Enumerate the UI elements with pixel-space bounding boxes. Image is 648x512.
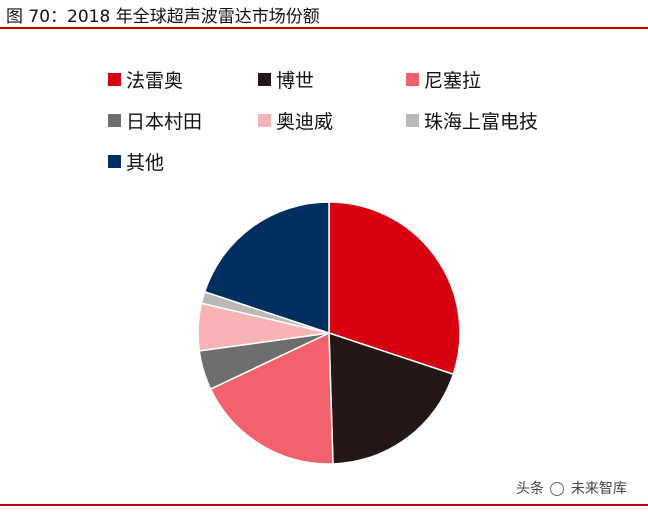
legend-item: 奥迪威: [258, 109, 406, 133]
legend-swatch: [108, 72, 121, 86]
legend-label: 奥迪威: [276, 110, 334, 133]
legend-label: 日本村田: [126, 110, 203, 133]
pie-slice: [209, 332, 334, 465]
legend-item: 尼塞拉: [406, 68, 566, 92]
legend-item: 法雷奥: [108, 68, 258, 92]
legend-label: 尼塞拉: [424, 69, 482, 92]
legend-swatch: [406, 113, 419, 127]
legend-swatch: [108, 113, 121, 127]
legend-swatch: [258, 113, 271, 127]
bottom-rule: [0, 504, 648, 506]
watermark-text-right: 未来智库: [570, 481, 627, 497]
legend-swatch: [108, 154, 121, 168]
pie-slice: [203, 201, 330, 334]
legend-label: 博世: [276, 69, 315, 92]
watermark-text-left: 头条: [516, 481, 544, 497]
legend-item: 珠海上富电技: [406, 109, 566, 133]
watermark: 头条 未来智库: [516, 478, 627, 498]
legend-item: 其他: [108, 150, 258, 174]
legend-item: 日本村田: [108, 109, 258, 133]
pie-slice: [328, 201, 461, 375]
legend-label: 珠海上富电技: [424, 110, 539, 133]
title-rule: [0, 27, 648, 29]
pie-slice: [328, 332, 455, 465]
legend-swatch: [406, 72, 419, 86]
watermark-logo-icon: [550, 482, 565, 496]
legend-item: 博世: [258, 68, 406, 92]
legend-label: 其他: [126, 151, 165, 174]
chart-legend: 法雷奥 博世 尼塞拉日本村田 奥迪威 珠海上富电技其他: [108, 68, 566, 174]
legend-swatch: [258, 72, 271, 86]
figure-title: 图 70：2018 年全球超声波雷达市场份额: [6, 7, 320, 27]
legend-label: 法雷奥: [126, 69, 184, 92]
